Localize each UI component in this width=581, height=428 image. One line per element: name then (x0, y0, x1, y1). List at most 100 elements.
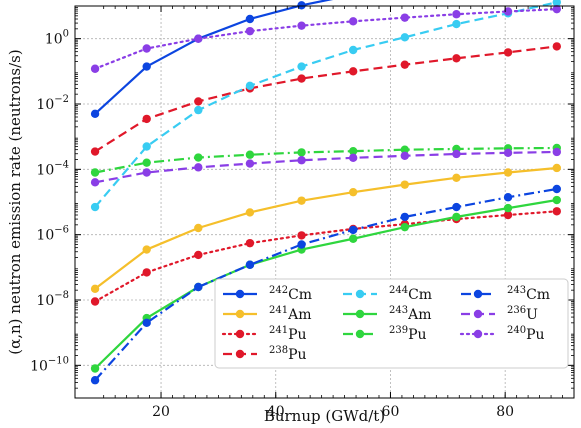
data-point (245, 159, 255, 168)
data-point (552, 42, 561, 51)
data-point (503, 48, 513, 57)
data-point (142, 62, 151, 71)
legend-marker (473, 329, 483, 339)
legend-marker (473, 309, 483, 319)
data-point (503, 203, 513, 213)
data-point (400, 60, 409, 69)
data-point (297, 62, 306, 71)
data-point (400, 180, 409, 189)
x-tick-label: 80 (496, 404, 514, 420)
data-point (452, 10, 461, 19)
legend-item-244cm: 244Cm (343, 285, 432, 303)
data-point (348, 187, 358, 197)
x-axis: 20 40 60 80 (152, 6, 514, 420)
data-point (503, 7, 513, 16)
data-point (245, 150, 255, 159)
series-241am (90, 163, 561, 294)
legend-marker (355, 329, 365, 339)
data-point (90, 178, 100, 187)
series-line (94, 45, 557, 153)
data-point (245, 14, 255, 24)
y-tick-label: 100 (45, 29, 69, 48)
legend-item-241pu: 241Pu (221, 325, 307, 343)
legend-marker (473, 289, 483, 299)
data-point (452, 212, 461, 222)
data-point (194, 34, 203, 43)
legend-item-240pu: 240Pu (459, 325, 545, 343)
x-axis-label: Burnup (GWd/t) (264, 407, 385, 425)
data-point (90, 297, 100, 306)
data-point (400, 13, 409, 22)
data-point (142, 44, 151, 53)
data-point (194, 105, 203, 115)
series-group (90, 0, 561, 385)
data-point (400, 222, 409, 232)
y-tick-label: 10−2 (36, 94, 69, 113)
data-point (142, 245, 151, 254)
legend: 242Cm 241Am 241Pu 238Pu 244Cm 243Am 239Pu 243Cm… (214, 278, 569, 369)
data-point (297, 240, 306, 249)
series-line (93, 210, 558, 303)
data-point (552, 195, 561, 205)
data-point (245, 26, 255, 36)
y-tick-label: 10−6 (36, 225, 69, 244)
series-line (94, 150, 557, 184)
legend-item-236u: 236U (461, 305, 538, 323)
data-point (348, 17, 358, 26)
data-point (142, 158, 151, 167)
x-tick-label: 60 (382, 404, 400, 420)
data-point (552, 147, 561, 157)
data-point (90, 284, 100, 294)
data-point (194, 153, 203, 162)
legend-marker (235, 349, 245, 359)
legend-item-242cm: 242Cm (223, 285, 312, 303)
series-240pu (90, 4, 561, 73)
legend-label: 241Pu (269, 325, 307, 343)
data-point (90, 168, 100, 177)
data-point (348, 67, 358, 76)
legend-item-243am: 243Am (343, 305, 431, 323)
axes-frame (74, 5, 575, 399)
data-point (452, 19, 461, 29)
data-point (400, 151, 409, 160)
data-point (297, 74, 306, 83)
data-point (297, 1, 306, 10)
legend-label: 239Pu (389, 325, 427, 343)
data-point (348, 45, 358, 55)
data-point (90, 109, 100, 119)
data-point (245, 208, 255, 217)
series-243cm (90, 184, 561, 385)
legend-item-239pu: 239Pu (343, 325, 427, 343)
data-point (400, 145, 409, 154)
data-point (452, 54, 461, 63)
legend-marker (235, 309, 245, 319)
data-point (194, 250, 203, 260)
legend-label: 244Cm (389, 285, 432, 303)
data-point (142, 318, 151, 328)
data-point (503, 148, 513, 158)
data-point (245, 260, 255, 269)
series-line (94, 0, 334, 115)
y-tick-label: 10−4 (36, 159, 69, 178)
y-axis-label: (α,n) neutron emission rate (neutrons/s) (6, 49, 24, 354)
data-point (400, 212, 409, 222)
data-point (452, 173, 461, 183)
legend-box (214, 278, 569, 369)
data-point (348, 234, 358, 243)
data-point (552, 4, 561, 14)
y-tick-label: 10−8 (36, 290, 69, 309)
y-tick-label: 10−10 (30, 355, 69, 374)
data-point (90, 147, 100, 156)
data-point (194, 282, 203, 292)
data-point (90, 364, 100, 373)
x-tick-label: 20 (152, 404, 170, 420)
legend-item-243cm: 243Cm (461, 285, 550, 303)
series-238pu (90, 42, 561, 156)
data-point (194, 97, 203, 106)
data-point (194, 223, 203, 233)
series-line (94, 166, 557, 290)
legend-label: 236U (507, 305, 538, 323)
legend-item-241am: 241Am (223, 305, 311, 323)
series-line (94, 198, 557, 370)
